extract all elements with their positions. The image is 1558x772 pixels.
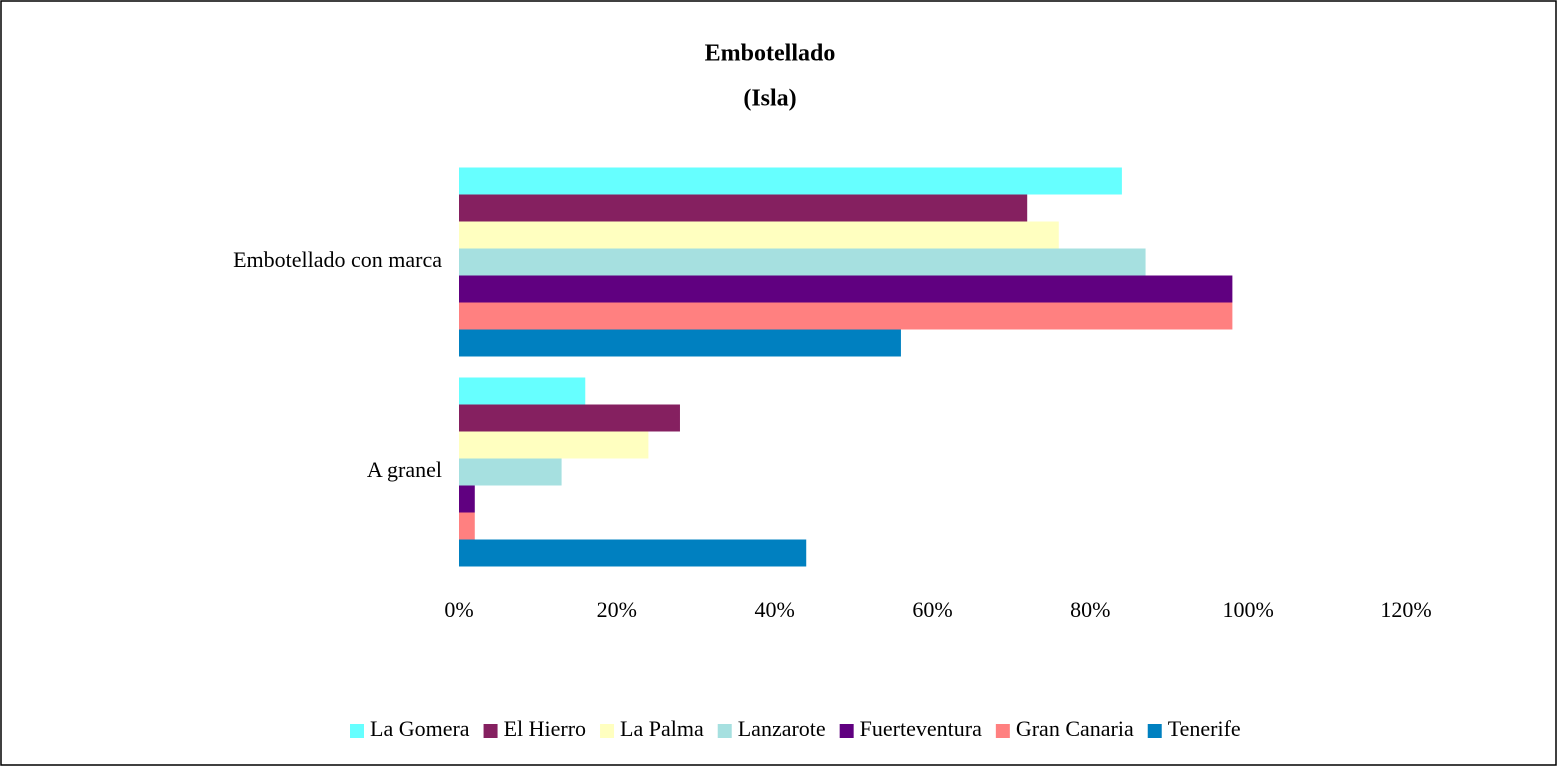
bar bbox=[459, 302, 1233, 330]
legend-marker bbox=[1147, 724, 1162, 738]
chart-title: Embotellado bbox=[705, 41, 836, 67]
bar bbox=[459, 194, 1028, 222]
x-tick-label: 60% bbox=[912, 597, 952, 622]
legend-label: Lanzarote bbox=[738, 716, 826, 741]
bar bbox=[459, 275, 1233, 303]
bar bbox=[459, 485, 475, 513]
bar bbox=[459, 404, 680, 432]
legend-label: Tenerife bbox=[1168, 716, 1241, 741]
chart-subtitle: (Isla) bbox=[743, 86, 796, 112]
legend-marker bbox=[995, 724, 1010, 738]
y-tick-label: A granel bbox=[367, 457, 442, 482]
bar bbox=[459, 248, 1146, 276]
bar bbox=[459, 458, 562, 486]
x-tick-label: 80% bbox=[1070, 597, 1110, 622]
y-tick-label: Embotellado con marca bbox=[233, 247, 442, 272]
legend-label: El Hierro bbox=[504, 716, 586, 741]
legend-marker bbox=[350, 724, 364, 738]
bar bbox=[459, 431, 649, 459]
legend-marker bbox=[600, 724, 615, 738]
legend-marker bbox=[483, 724, 498, 738]
legend-label: La Palma bbox=[620, 716, 704, 741]
legend-marker bbox=[839, 724, 854, 738]
legend-label: Gran Canaria bbox=[1016, 716, 1134, 741]
bar bbox=[459, 377, 586, 405]
bar bbox=[459, 221, 1059, 249]
bar bbox=[459, 329, 901, 357]
x-tick-label: 100% bbox=[1223, 597, 1274, 622]
x-tick-label: 0% bbox=[444, 597, 473, 622]
x-tick-label: 40% bbox=[755, 597, 795, 622]
bar bbox=[459, 167, 1122, 195]
legend-marker bbox=[717, 724, 732, 738]
legend-label: La Gomera bbox=[370, 716, 470, 741]
bar bbox=[459, 539, 807, 567]
x-tick-label: 20% bbox=[597, 597, 637, 622]
legend-label: Fuerteventura bbox=[860, 716, 982, 741]
bar bbox=[459, 512, 475, 540]
x-tick-label: 120% bbox=[1380, 597, 1431, 622]
